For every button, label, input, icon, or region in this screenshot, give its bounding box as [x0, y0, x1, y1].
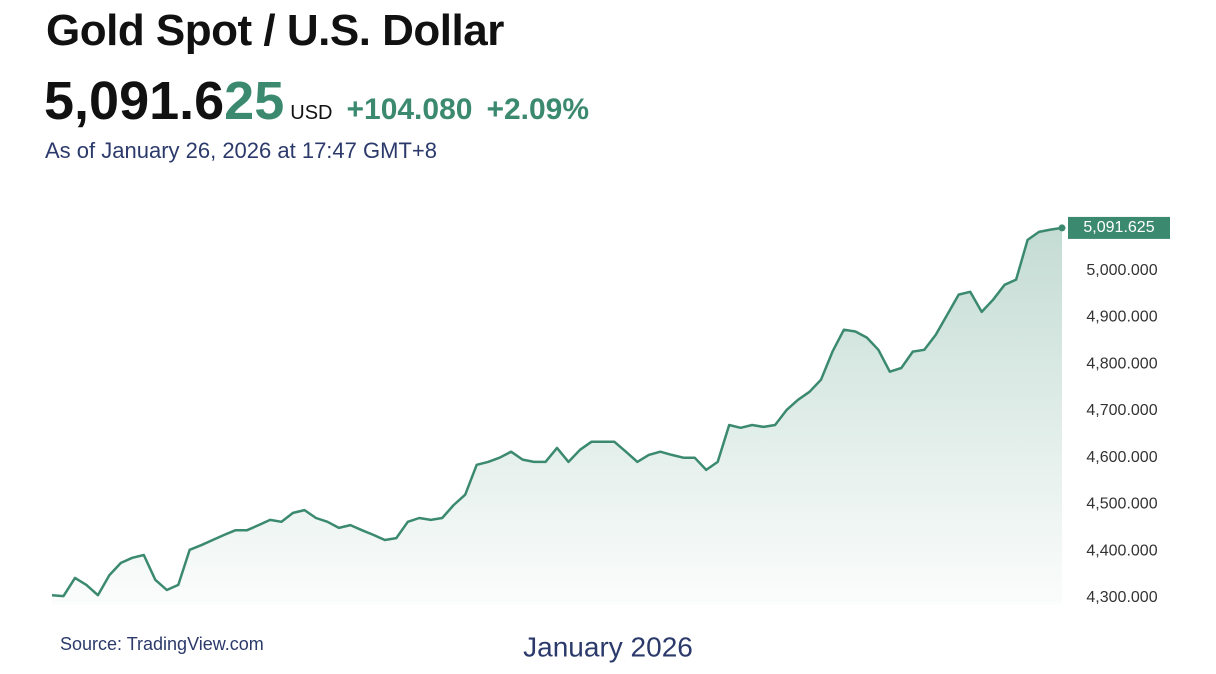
y-tick-label: 4,700.000 — [1086, 402, 1157, 419]
price-main: 5,091.6 — [44, 71, 225, 131]
line — [51, 226, 1063, 598]
last-value-label: 5,091.625 — [1083, 219, 1154, 236]
y-tick-label: 4,800.000 — [1086, 355, 1157, 372]
as-of: As of January 26, 2026 at 17:47 GMT+8 — [45, 138, 437, 163]
price-row: 5,091.625 USD +104.080 +2.09% — [44, 70, 589, 132]
y-tick-label: 4,600.000 — [1086, 449, 1157, 466]
currency: USD — [290, 102, 333, 124]
title: Gold Spot / U.S. Dollar — [46, 6, 504, 55]
last-point — [1058, 224, 1066, 232]
y-tick-label: 4,300.000 — [1086, 589, 1157, 606]
area — [52, 227, 1062, 605]
y-tick-label: 4,400.000 — [1086, 542, 1157, 559]
y-tick-label: 4,500.000 — [1086, 496, 1157, 513]
y-tick-label: 4,900.000 — [1086, 309, 1157, 326]
price-tail: 25 — [224, 71, 285, 131]
last-value-badge — [1068, 216, 1170, 239]
change-percent: +2.09% — [486, 93, 590, 126]
source: Source: TradingView.com — [60, 634, 264, 654]
y-tick-label: 5,000.000 — [1086, 262, 1157, 279]
change: +104.080 — [346, 93, 473, 126]
x-axis-label: January 2026 — [523, 631, 693, 662]
